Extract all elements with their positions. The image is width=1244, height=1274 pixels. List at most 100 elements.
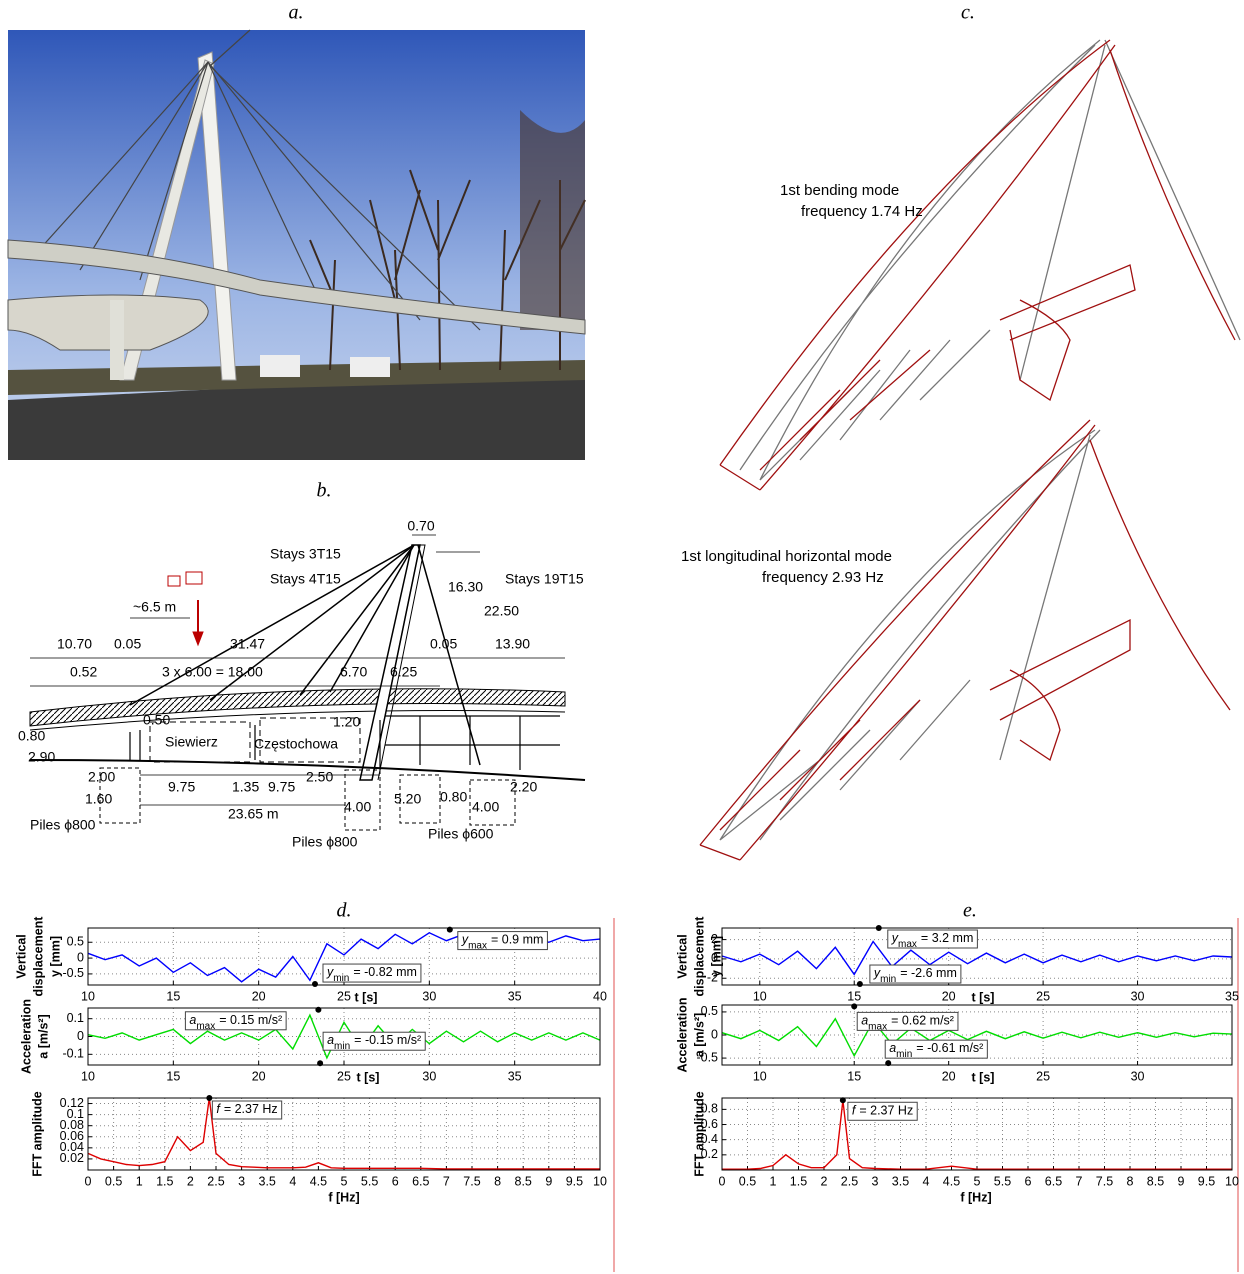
y-axis-label: FFT amplitude bbox=[692, 1091, 706, 1176]
x-tick-label: 5 bbox=[341, 1174, 348, 1188]
stay-label: Stays 3T15 bbox=[270, 546, 341, 562]
y-axis-label: a [m/s²] bbox=[36, 1014, 50, 1058]
y-axis-label: a [m/s²] bbox=[692, 1013, 706, 1057]
panel-label: b. bbox=[317, 480, 332, 502]
y-tick-label: 0.5 bbox=[67, 935, 84, 949]
x-tick-label: 30 bbox=[422, 989, 436, 1003]
dimension: 0.80 bbox=[440, 789, 467, 805]
x-tick-label: 35 bbox=[1225, 989, 1239, 1003]
dimension: ~6.5 m bbox=[133, 599, 176, 615]
chart: -0.500.51015202530Accelerationa [m/s²]t … bbox=[675, 997, 1232, 1084]
annotation-text: = 3.2 mm bbox=[921, 931, 973, 945]
dimension: 2.90 bbox=[28, 749, 55, 765]
dimension: 9.75 bbox=[168, 779, 195, 795]
y-tick-label: -0.5 bbox=[62, 966, 84, 980]
panel-label: a. bbox=[289, 2, 304, 24]
y-tick-label: 0.12 bbox=[60, 1096, 84, 1110]
x-axis-label: t [s] bbox=[355, 990, 378, 1004]
dimension: 3 x 6.00 = 18.00 bbox=[162, 664, 263, 680]
dimension: 0.05 bbox=[114, 636, 141, 652]
x-tick-label: 6.5 bbox=[412, 1174, 429, 1188]
y-axis-label: Vertical bbox=[675, 934, 689, 978]
x-tick-label: 20 bbox=[252, 989, 266, 1003]
dimension: 16.30 bbox=[448, 579, 483, 595]
x-tick-label: 1 bbox=[770, 1174, 777, 1188]
x-tick-label: 10 bbox=[81, 1069, 95, 1083]
x-tick-label: 8 bbox=[1127, 1174, 1134, 1188]
x-tick-label: 1 bbox=[136, 1174, 143, 1188]
x-tick-label: 7.5 bbox=[463, 1174, 480, 1188]
x-tick-label: 0 bbox=[85, 1174, 92, 1188]
annotation-symbol: a bbox=[889, 1041, 896, 1055]
x-tick-label: 40 bbox=[593, 989, 607, 1003]
x-tick-label: 4 bbox=[289, 1174, 296, 1188]
dimension: 1.20 bbox=[333, 714, 360, 730]
dimension: 0.70 bbox=[407, 518, 434, 534]
x-axis-label: f [Hz] bbox=[960, 1190, 991, 1204]
annotation-text: = 2.37 Hz bbox=[224, 1102, 278, 1116]
stay-label: Stays 19T15 bbox=[505, 571, 584, 587]
x-tick-label: 6.5 bbox=[1045, 1174, 1062, 1188]
x-tick-label: 10 bbox=[753, 1069, 767, 1083]
y-axis-label: Vertical bbox=[14, 934, 28, 978]
x-tick-label: 2 bbox=[821, 1174, 828, 1188]
dimension: 1.35 bbox=[232, 779, 259, 795]
annotation-marker bbox=[857, 981, 863, 987]
y-axis-label: Acceleration bbox=[19, 999, 33, 1074]
dimension: 0.50 bbox=[143, 712, 170, 728]
y-axis-label: y [mm] bbox=[709, 936, 723, 977]
annotation-marker bbox=[885, 1060, 891, 1066]
dimension: 0.80 bbox=[18, 728, 45, 744]
dimension: 10.70 bbox=[57, 636, 92, 652]
x-tick-label: 9.5 bbox=[1198, 1174, 1215, 1188]
x-tick-label: 8.5 bbox=[1147, 1174, 1164, 1188]
annotation-marker bbox=[317, 1060, 323, 1066]
annotation-text: = 2.37 Hz bbox=[859, 1104, 913, 1118]
dimension: 31.47 bbox=[230, 636, 265, 652]
x-tick-label: 0.5 bbox=[105, 1174, 122, 1188]
direction-label: Siewierz bbox=[165, 734, 218, 750]
annotation-marker bbox=[840, 1097, 846, 1103]
x-tick-label: 2.5 bbox=[841, 1174, 858, 1188]
x-tick-label: 35 bbox=[508, 989, 522, 1003]
x-tick-label: 3.5 bbox=[259, 1174, 276, 1188]
x-tick-label: 7.5 bbox=[1096, 1174, 1113, 1188]
x-tick-label: 25 bbox=[337, 989, 351, 1003]
annotation-symbol: a bbox=[327, 1034, 334, 1048]
x-axis-label: f [Hz] bbox=[328, 1190, 359, 1204]
direction-label: Częstochowa bbox=[254, 736, 338, 752]
annotation-symbol: a bbox=[861, 1014, 868, 1028]
mode-frequency: frequency 1.74 Hz bbox=[801, 203, 923, 220]
annotation-text: = -0.15 m/s² bbox=[354, 1034, 421, 1048]
x-tick-label: 30 bbox=[1131, 1069, 1145, 1083]
chart: 0.20.40.60.800.511.522.533.544.555.566.5… bbox=[692, 1091, 1239, 1204]
annotation-text: = -0.61 m/s² bbox=[916, 1041, 983, 1055]
dimension: 5.20 bbox=[394, 791, 421, 807]
x-tick-label: 5.5 bbox=[361, 1174, 378, 1188]
annotation-text: = 0.62 m/s² bbox=[891, 1014, 954, 1028]
x-tick-label: 1.5 bbox=[156, 1174, 173, 1188]
annotation-subscript: max bbox=[898, 939, 917, 950]
mode-title: 1st longitudinal horizontal mode bbox=[681, 548, 892, 565]
x-tick-label: 15 bbox=[847, 1069, 861, 1083]
x-tick-label: 20 bbox=[942, 1069, 956, 1083]
chart: -0.100.1101520253035Accelerationa [m/s²]… bbox=[19, 999, 600, 1084]
x-tick-label: 4.5 bbox=[943, 1174, 960, 1188]
chart: 0.020.040.060.080.10.1200.511.522.533.54… bbox=[30, 1091, 607, 1204]
mode-shape-drawing bbox=[700, 40, 1240, 860]
x-tick-label: 4.5 bbox=[310, 1174, 327, 1188]
pile-label: Piles ϕ800 bbox=[30, 817, 96, 833]
x-tick-label: 4 bbox=[923, 1174, 930, 1188]
x-tick-label: 1.5 bbox=[790, 1174, 807, 1188]
dimension: 22.50 bbox=[484, 603, 519, 619]
annotation-marker bbox=[206, 1095, 212, 1101]
annotation-marker bbox=[876, 925, 882, 931]
x-axis-label: t [s] bbox=[357, 1070, 380, 1084]
panel-label: e. bbox=[963, 900, 977, 922]
x-tick-label: 0 bbox=[719, 1174, 726, 1188]
x-tick-label: 7 bbox=[443, 1174, 450, 1188]
x-tick-label: 8 bbox=[494, 1174, 501, 1188]
